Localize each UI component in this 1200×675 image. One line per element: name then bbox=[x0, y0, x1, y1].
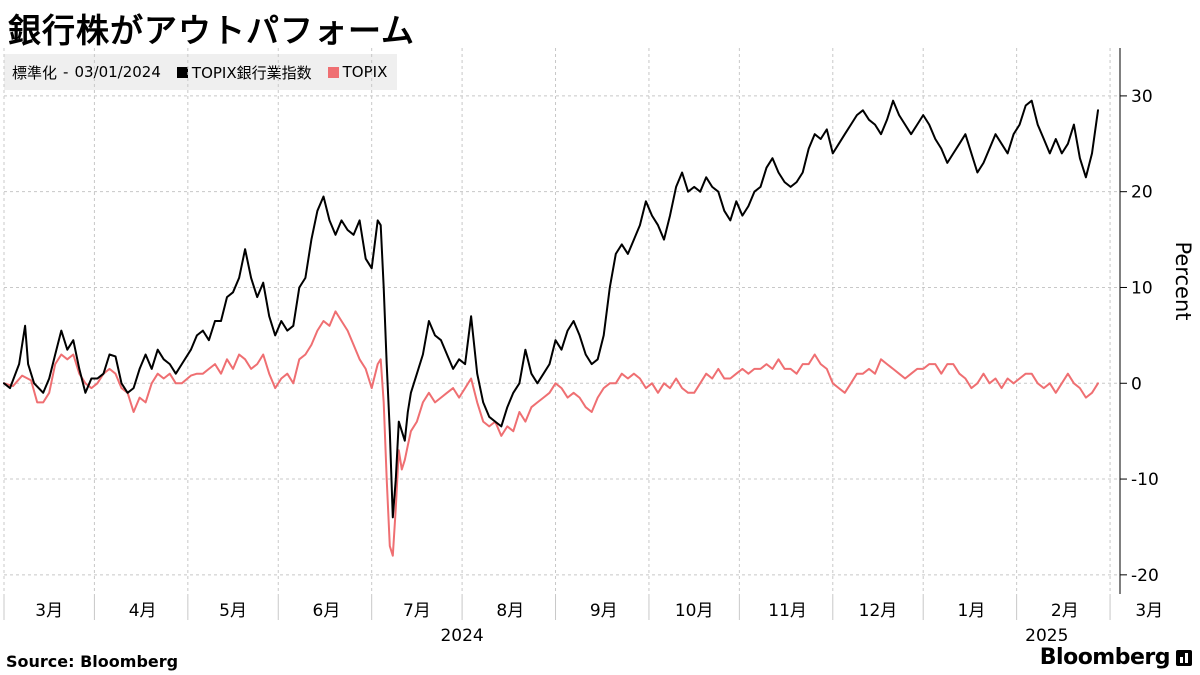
brand-text: Bloomberg bbox=[1039, 645, 1171, 670]
x-tick-label: 3月 bbox=[1135, 601, 1163, 621]
y-tick-label: 30 bbox=[1131, 87, 1153, 107]
grid-lines bbox=[3, 48, 1120, 594]
legend-label-topix: TOPIX bbox=[342, 63, 388, 81]
x-year-label: 2024 bbox=[440, 626, 483, 646]
x-tick-label: 10月 bbox=[675, 601, 714, 621]
axes bbox=[3, 48, 1127, 620]
legend-separator: - bbox=[63, 63, 69, 81]
series-line-bank-index bbox=[3, 99, 1099, 519]
bloomberg-logo: Bloomberg bbox=[1040, 645, 1192, 670]
y-tick-label: 20 bbox=[1131, 183, 1153, 203]
x-tick-label: 11月 bbox=[768, 601, 807, 621]
y-tick-label: -20 bbox=[1131, 566, 1159, 586]
x-tick-label: 1月 bbox=[958, 601, 986, 621]
legend-swatch-bank-index bbox=[176, 66, 188, 78]
legend-item-bank-index: TOPIX銀行業指数 bbox=[176, 62, 312, 83]
source-note: Source: Bloomberg bbox=[6, 652, 179, 671]
x-tick-label: 2月 bbox=[1051, 601, 1079, 621]
x-tick-label: 6月 bbox=[313, 601, 341, 621]
y-tick-label: -10 bbox=[1131, 470, 1159, 490]
x-tick-label: 7月 bbox=[403, 601, 431, 621]
chart-title: 銀行株がアウトパフォーム bbox=[8, 11, 416, 50]
bloomberg-chart-icon bbox=[1176, 649, 1192, 666]
x-year-label: 2025 bbox=[1025, 626, 1068, 646]
tick-labels: -20 -10 0 10 20 30 3月 4月 5月 6月 7月 8月 9月 10月 11月 12月 1月 2月… bbox=[35, 87, 1195, 646]
x-tick-label: 5月 bbox=[219, 601, 247, 621]
y-axis-label: Percent bbox=[1171, 241, 1195, 320]
y-tick-label: 10 bbox=[1131, 278, 1153, 298]
legend-item-topix: TOPIX bbox=[327, 63, 388, 81]
x-tick-label: 12月 bbox=[859, 601, 898, 621]
x-tick-label: 8月 bbox=[496, 601, 524, 621]
x-tick-label: 3月 bbox=[35, 601, 63, 621]
legend-label-bank-index: TOPIX銀行業指数 bbox=[191, 63, 312, 82]
legend-swatch-topix bbox=[327, 66, 339, 78]
series-lines bbox=[3, 99, 1099, 557]
legend-date: 03/01/2024 bbox=[74, 63, 161, 81]
x-tick-label: 4月 bbox=[129, 601, 157, 621]
legend-normalize-label: 標準化 bbox=[12, 63, 58, 82]
chart-legend: 標準化 - 03/01/2024 TOPIX銀行業指数 TOPIX bbox=[4, 54, 398, 90]
x-tick-label: 9月 bbox=[590, 601, 618, 621]
series-line-topix bbox=[3, 310, 1099, 557]
y-tick-label: 0 bbox=[1131, 374, 1142, 394]
